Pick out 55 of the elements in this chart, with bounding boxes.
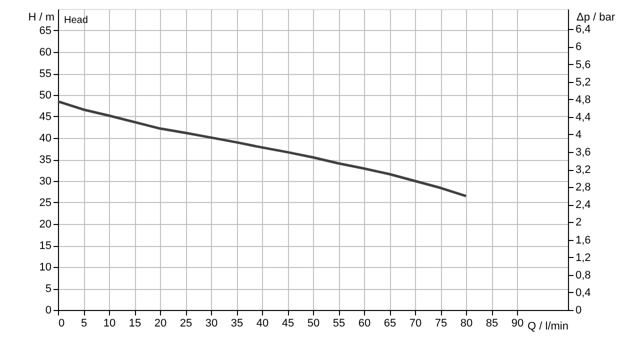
x-tick-label: 55	[332, 318, 346, 330]
y2-tick-label: 6,4	[576, 24, 591, 36]
y2-tick-label: 0,4	[576, 286, 591, 299]
x-tick-label: 75	[434, 318, 448, 330]
x-tick-label: 30	[205, 318, 218, 330]
x-tick-label: 65	[384, 318, 396, 330]
y-tick-label: 40	[39, 132, 52, 144]
y-tick-label: 0	[45, 304, 52, 316]
y2-tick-label: 0,8	[576, 269, 591, 282]
y2-tick-label: 2,8	[576, 182, 591, 194]
y-tick-label: 50	[39, 90, 52, 102]
y-tick-label: 5	[45, 283, 52, 295]
y2-tick-label: 5,2	[576, 76, 591, 88]
x-tick-label: 0	[58, 318, 65, 330]
x-tick-label: 90	[511, 318, 524, 330]
line-series	[56, 100, 468, 198]
y2-tick-label: 0	[576, 304, 582, 316]
y-tick-label: 10	[39, 262, 52, 274]
y2-tick-label: 2,4	[576, 199, 591, 212]
x-tick-label: 20	[154, 318, 167, 330]
y-tick-label: 55	[39, 68, 52, 80]
y2-tick-label: 4,8	[576, 94, 591, 106]
y2-tick-label: 6	[576, 41, 582, 54]
y-tick-label: 15	[39, 240, 52, 252]
y2-tick-label: 4	[576, 128, 582, 141]
x-tick-label: 70	[409, 318, 422, 330]
x-axis-title: Q / l/min	[528, 320, 568, 332]
y-tick-label: 20	[39, 218, 52, 230]
y-tick-label: 25	[39, 197, 52, 209]
y2-tick-label: 1,2	[576, 252, 591, 264]
y2-tick-label: 5,6	[576, 58, 591, 71]
x-tick-label: 5	[80, 318, 88, 330]
x-tick-label: 60	[358, 318, 371, 330]
y2-tick-label: 3,6	[576, 146, 591, 159]
x-tick-label: 50	[307, 318, 320, 330]
y2-tick-label: 4,4	[576, 111, 591, 124]
y-tick-label: 35	[39, 154, 52, 166]
y-tick-label: 45	[39, 111, 52, 123]
x-tick-label: 10	[103, 318, 116, 330]
x-tick-label: 25	[180, 318, 192, 330]
y2-tick-label: 3,2	[576, 164, 591, 176]
y-tick-label: 65	[39, 25, 52, 37]
x-tick-label: 15	[128, 318, 142, 330]
x-tick-label: 45	[282, 318, 294, 330]
y-tick-label: 30	[39, 176, 52, 188]
x-tick-label: 35	[230, 318, 244, 330]
annotation: Head	[64, 15, 88, 26]
x-tick-label: 40	[256, 318, 269, 330]
y2-axis-title: Δp / bar	[576, 12, 616, 24]
x-tick-label: 85	[486, 318, 498, 330]
y2-tick-label: 1,6	[576, 234, 591, 246]
x-tick-label: 80	[460, 318, 473, 330]
y-axis-title: H / m	[28, 12, 54, 24]
y-tick-label: 60	[39, 46, 52, 58]
y2-tick-label: 2	[576, 216, 582, 229]
